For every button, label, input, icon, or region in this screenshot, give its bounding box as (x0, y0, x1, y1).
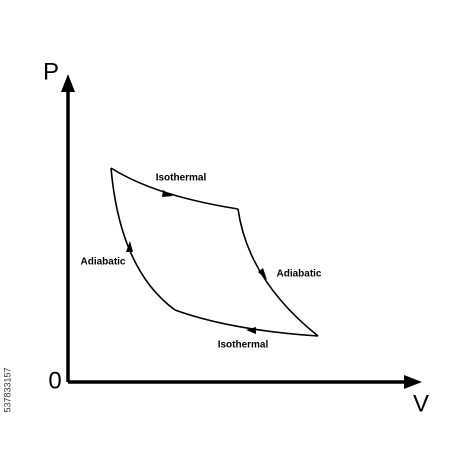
process-label: Isothermal (218, 340, 269, 351)
process-label: Adiabatic (80, 257, 125, 268)
direction-arrow (258, 268, 267, 280)
process-label: Isothermal (156, 173, 207, 184)
origin-label: 0 (48, 367, 61, 394)
direction-arrow (126, 241, 133, 252)
y-axis-arrow (61, 74, 75, 92)
isothermal-compression (174, 309, 319, 337)
process-label: Adiabatic (276, 269, 321, 280)
y-axis-label: P (43, 58, 59, 85)
watermark-id: 537833157 (2, 367, 12, 412)
x-axis-arrow (404, 375, 422, 389)
x-axis-label: V (413, 390, 429, 417)
direction-arrow (162, 190, 173, 197)
direction-arrow (246, 327, 256, 334)
adiabatic-compression (110, 167, 176, 311)
